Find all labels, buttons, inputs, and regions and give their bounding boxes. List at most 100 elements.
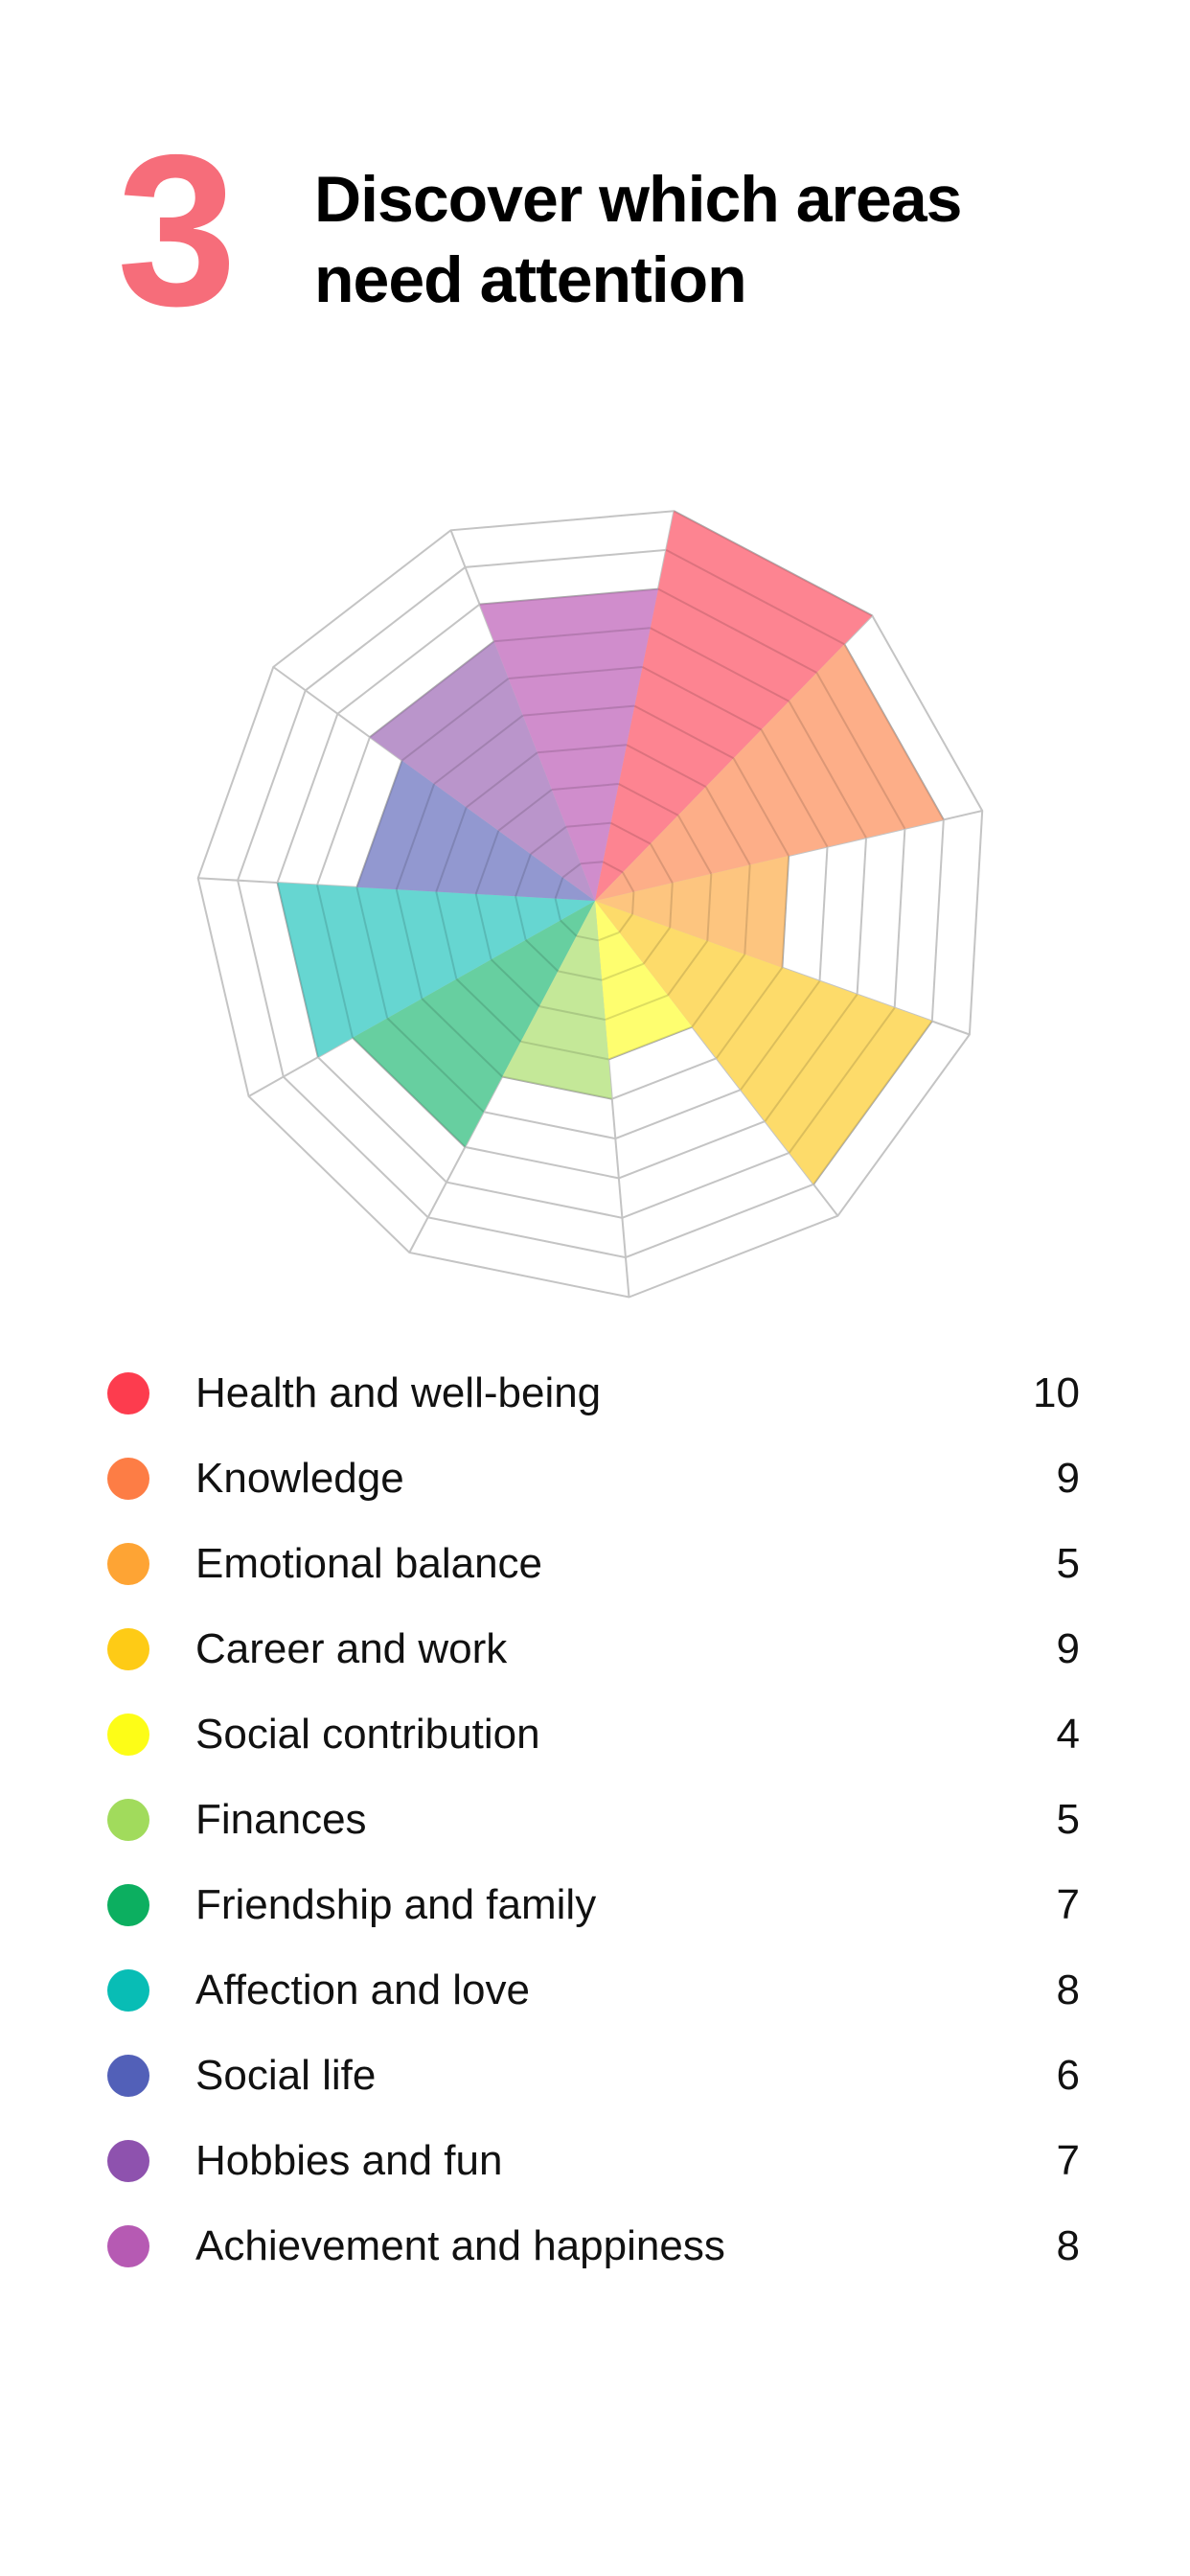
wedge-ring-line: [740, 980, 821, 1091]
legend-item: Emotional balance 5: [0, 1522, 1190, 1606]
wedge-ring-line: [479, 587, 659, 606]
chart-wedges: [276, 510, 945, 1185]
wedge-ring-line: [601, 962, 645, 981]
wedge-ring-line: [421, 998, 503, 1078]
legend-color-dot: [107, 2225, 149, 2267]
legend-color-dot: [107, 1884, 149, 1926]
wedge-ring-line: [502, 1075, 612, 1100]
wedge-ring-line: [561, 862, 582, 879]
wedge-ring-line: [395, 888, 423, 1000]
wedge-ring-line: [732, 757, 790, 857]
wedge-ring-line: [642, 666, 763, 731]
wedge-ring-line: [812, 1020, 933, 1185]
wedge-ring-line: [493, 627, 651, 643]
legend-label: Social life: [195, 2052, 377, 2099]
wedge-ring-line: [515, 853, 532, 897]
legend-color-dot: [107, 2055, 149, 2097]
legend-value: 9: [1056, 1455, 1080, 1502]
legend-value: 7: [1056, 2137, 1080, 2184]
wedge-ring-line: [650, 843, 674, 884]
grid-ring: [196, 510, 984, 1299]
wedge-ring-line: [744, 864, 751, 954]
legend-label: Friendship and family: [195, 1881, 597, 1928]
wedge-ring-line: [400, 678, 510, 762]
legend-value: 9: [1056, 1625, 1080, 1672]
legend-value: 8: [1056, 1966, 1080, 2013]
wedge-ring-line: [764, 994, 858, 1122]
legend-item: Achievement and happiness 8: [0, 2204, 1190, 2288]
wedge-ring-line: [433, 714, 524, 785]
wedge-ring-line: [386, 1017, 485, 1113]
wedge-ring-line: [760, 728, 829, 848]
wedge-ring-line: [642, 927, 672, 965]
wedge-ring-line: [673, 510, 873, 617]
wedge-social-contribution: [595, 901, 693, 1060]
wedge-achievement-and-happiness: [479, 588, 658, 901]
wedge-ring-line: [565, 821, 611, 828]
step-number: 3: [117, 109, 237, 351]
wedge-ring-line: [626, 744, 707, 788]
grid-spoke: [449, 529, 596, 902]
legend-label: Hobbies and fun: [195, 2137, 503, 2184]
legend-value: 8: [1056, 2222, 1080, 2269]
wedge-ring-line: [466, 751, 538, 809]
wedge-ring-line: [395, 783, 436, 890]
legend-item: Social life 6: [0, 2034, 1190, 2118]
wedge-ring-line: [520, 1040, 609, 1061]
wedge-ring-line: [605, 994, 669, 1021]
wedge-ring-line: [631, 891, 635, 914]
wedge-ring-line: [633, 704, 735, 760]
wedge-ring-line: [435, 891, 458, 979]
legend-color-dot: [107, 1543, 149, 1585]
wedge-ring-line: [355, 760, 403, 888]
legend-value: 5: [1056, 1540, 1080, 1587]
wedge-health-and-well-being: [595, 511, 873, 901]
legend-label: Social contribution: [195, 1711, 540, 1758]
life-balance-chart: [196, 510, 984, 1299]
wedge-ring-line: [665, 549, 845, 646]
legend-color-dot: [107, 1458, 149, 1500]
legend-label: Achievement and happiness: [195, 2222, 725, 2269]
wedge-ring-line: [497, 789, 553, 832]
wedge-ring-line: [715, 967, 784, 1059]
legend-item: Finances 5: [0, 1778, 1190, 1862]
wedge-ring-line: [706, 873, 713, 941]
wedge-ring-line: [580, 861, 604, 865]
legend-label: Career and work: [195, 1625, 508, 1672]
wedge-ring-line: [474, 893, 492, 960]
polar-area-chart: [196, 510, 984, 1299]
wedge-ring-line: [704, 786, 751, 865]
legend-item: Friendship and family 7: [0, 1863, 1190, 1947]
wedge-ring-line: [558, 970, 603, 981]
wedge-ring-line: [788, 701, 867, 839]
wedge-ring-line: [551, 783, 619, 791]
legend-item: Social contribution 4: [0, 1692, 1190, 1777]
wedge-hobbies-and-fun: [370, 641, 595, 901]
legend-value: 5: [1056, 1796, 1080, 1843]
wedge-ring-line: [530, 825, 567, 855]
wedge-friendship-and-family: [353, 901, 595, 1147]
wedge-ring-line: [607, 1025, 693, 1061]
wedge-ring-line: [522, 704, 635, 717]
wedge-career-and-work: [595, 901, 932, 1184]
legend-item: Career and work 9: [0, 1607, 1190, 1691]
wedge-ring-line: [316, 885, 354, 1039]
wedge-ring-line: [667, 940, 709, 997]
legend-value: 7: [1056, 1881, 1080, 1928]
wedge-ring-line: [525, 939, 559, 973]
legend-value: 10: [1033, 1369, 1080, 1416]
legend-color-dot: [107, 1714, 149, 1756]
wedge-ring-line: [610, 821, 652, 845]
legend-color-dot: [107, 1969, 149, 2012]
wedge-ring-line: [435, 807, 468, 892]
legend-value: 6: [1056, 2052, 1080, 2099]
wedge-ring-line: [781, 855, 790, 968]
wedge-ring-line: [554, 877, 564, 899]
legend-item: Health and well-being 10: [0, 1351, 1190, 1436]
legend-color-dot: [107, 2140, 149, 2182]
wedge-ring-line: [352, 1037, 467, 1148]
legend-label: Finances: [195, 1796, 367, 1843]
wedge-ring-line: [538, 1005, 606, 1021]
wedge-ring-line: [455, 978, 522, 1043]
legend-value: 4: [1056, 1711, 1080, 1758]
